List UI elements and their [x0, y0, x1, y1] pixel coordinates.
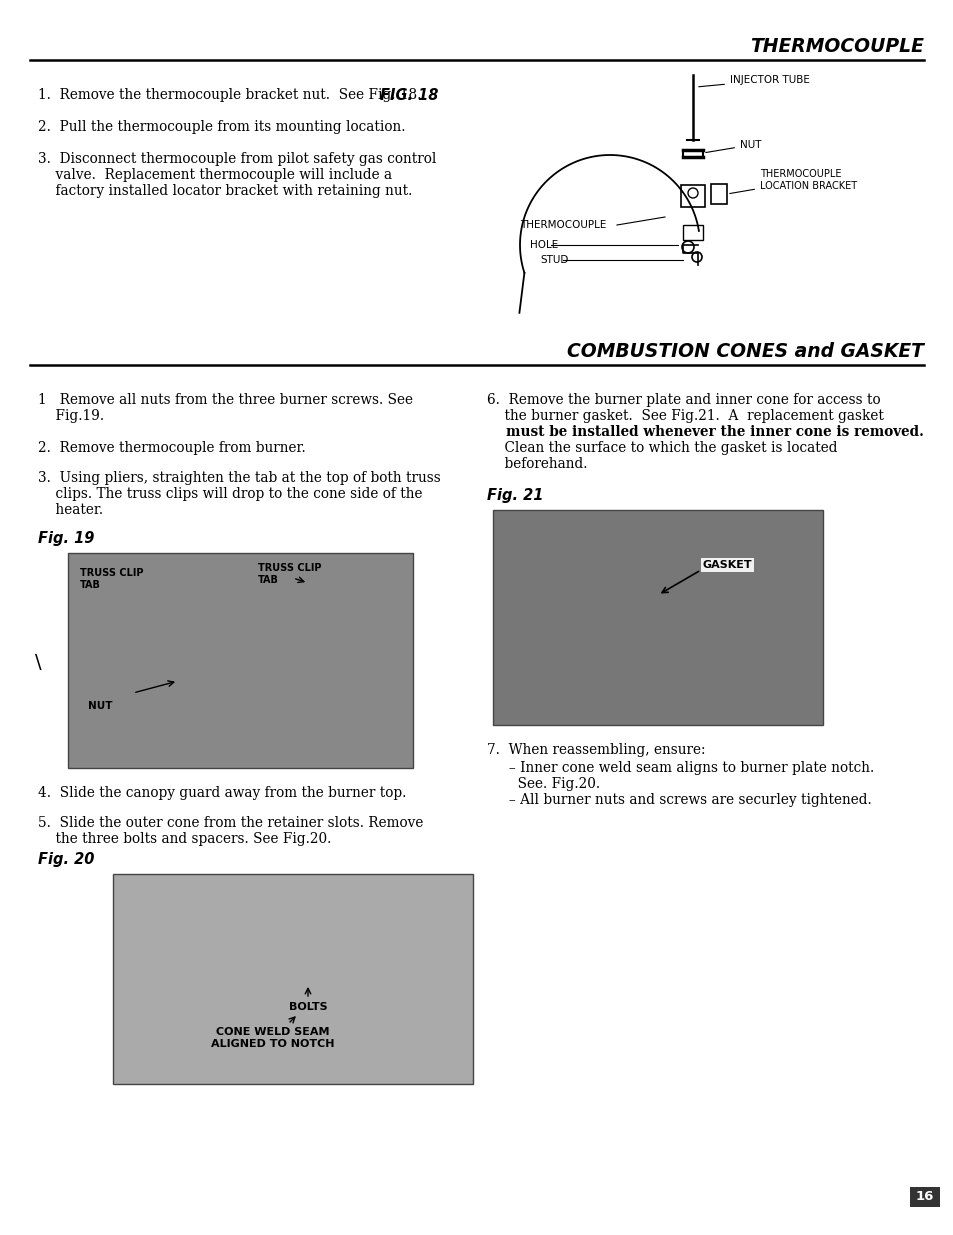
Text: NUT: NUT [88, 701, 112, 711]
Bar [493, 510, 822, 725]
Bar [112, 874, 473, 1084]
Text: the three bolts and spacers. See Fig.20.: the three bolts and spacers. See Fig.20. [38, 832, 331, 846]
Text: NUT: NUT [705, 140, 760, 153]
Text: – Inner cone weld seam aligns to burner plate notch.: – Inner cone weld seam aligns to burner … [486, 761, 873, 776]
Text: GASKET: GASKET [702, 559, 752, 571]
Text: 16: 16 [915, 1191, 933, 1203]
Text: valve.  Replacement thermocouple will include a: valve. Replacement thermocouple will inc… [38, 168, 392, 182]
Text: COMBUSTION CONES and GASKET: COMBUSTION CONES and GASKET [566, 342, 923, 361]
Text: clips. The truss clips will drop to the cone side of the: clips. The truss clips will drop to the … [38, 487, 422, 501]
Text: factory installed locator bracket with retaining nut.: factory installed locator bracket with r… [38, 184, 412, 198]
Text: THERMOCOUPLE: THERMOCOUPLE [749, 37, 923, 56]
Text: CONE WELD SEAM
ALIGNED TO NOTCH: CONE WELD SEAM ALIGNED TO NOTCH [211, 1028, 335, 1049]
Text: See. Fig.20.: See. Fig.20. [486, 777, 599, 790]
Text: FIG. 18: FIG. 18 [379, 88, 438, 103]
Text: Clean the surface to which the gasket is located: Clean the surface to which the gasket is… [486, 441, 837, 454]
Text: 3.  Disconnect thermocouple from pilot safety gas control: 3. Disconnect thermocouple from pilot sa… [38, 152, 436, 165]
Bar [710, 184, 726, 204]
Text: 4.  Slide the canopy guard away from the burner top.: 4. Slide the canopy guard away from the … [38, 785, 406, 800]
Text: \: \ [34, 653, 41, 673]
Text: TRUSS CLIP
TAB: TRUSS CLIP TAB [80, 568, 143, 589]
Text: – All burner nuts and screws are securley tightened.: – All burner nuts and screws are securle… [486, 793, 871, 806]
Text: 1.  Remove the thermocouple bracket nut.  See Fig. 18.: 1. Remove the thermocouple bracket nut. … [38, 88, 421, 103]
Text: Fig. 21: Fig. 21 [486, 488, 543, 503]
Text: THERMOCOUPLE: THERMOCOUPLE [519, 220, 606, 230]
Text: INJECTOR TUBE: INJECTOR TUBE [698, 75, 809, 86]
Bar [680, 185, 704, 207]
Bar [68, 553, 413, 768]
Text: 2.  Pull the thermocouple from its mounting location.: 2. Pull the thermocouple from its mounti… [38, 120, 405, 135]
Text: the burner gasket.  See Fig.21.  A  replacement gasket: the burner gasket. See Fig.21. A replace… [486, 409, 882, 424]
Text: heater.: heater. [38, 503, 103, 517]
Bar [682, 225, 702, 240]
Text: must be installed whenever the inner cone is removed.: must be installed whenever the inner con… [486, 425, 923, 438]
Text: 5.  Slide the outer cone from the retainer slots. Remove: 5. Slide the outer cone from the retaine… [38, 816, 423, 830]
Text: 3.  Using pliers, straighten the tab at the top of both truss: 3. Using pliers, straighten the tab at t… [38, 471, 440, 485]
Text: TRUSS CLIP
TAB: TRUSS CLIP TAB [257, 563, 321, 584]
Text: 1   Remove all nuts from the three burner screws. See: 1 Remove all nuts from the three burner … [38, 393, 413, 408]
Text: STUD: STUD [539, 254, 568, 266]
Text: 6.  Remove the burner plate and inner cone for access to: 6. Remove the burner plate and inner con… [486, 393, 880, 408]
Text: HOLE: HOLE [530, 240, 558, 249]
Text: beforehand.: beforehand. [486, 457, 587, 471]
Text: Fig. 20: Fig. 20 [38, 852, 94, 867]
Bar [909, 1187, 939, 1207]
Text: THERMOCOUPLE
LOCATION BRACKET: THERMOCOUPLE LOCATION BRACKET [729, 169, 856, 194]
Text: 7.  When reassembling, ensure:: 7. When reassembling, ensure: [486, 743, 705, 757]
Text: Fig. 19: Fig. 19 [38, 531, 94, 546]
Text: 2.  Remove thermocouple from burner.: 2. Remove thermocouple from burner. [38, 441, 305, 454]
Text: Fig.19.: Fig.19. [38, 409, 104, 424]
Text: BOLTS: BOLTS [289, 1002, 327, 1011]
